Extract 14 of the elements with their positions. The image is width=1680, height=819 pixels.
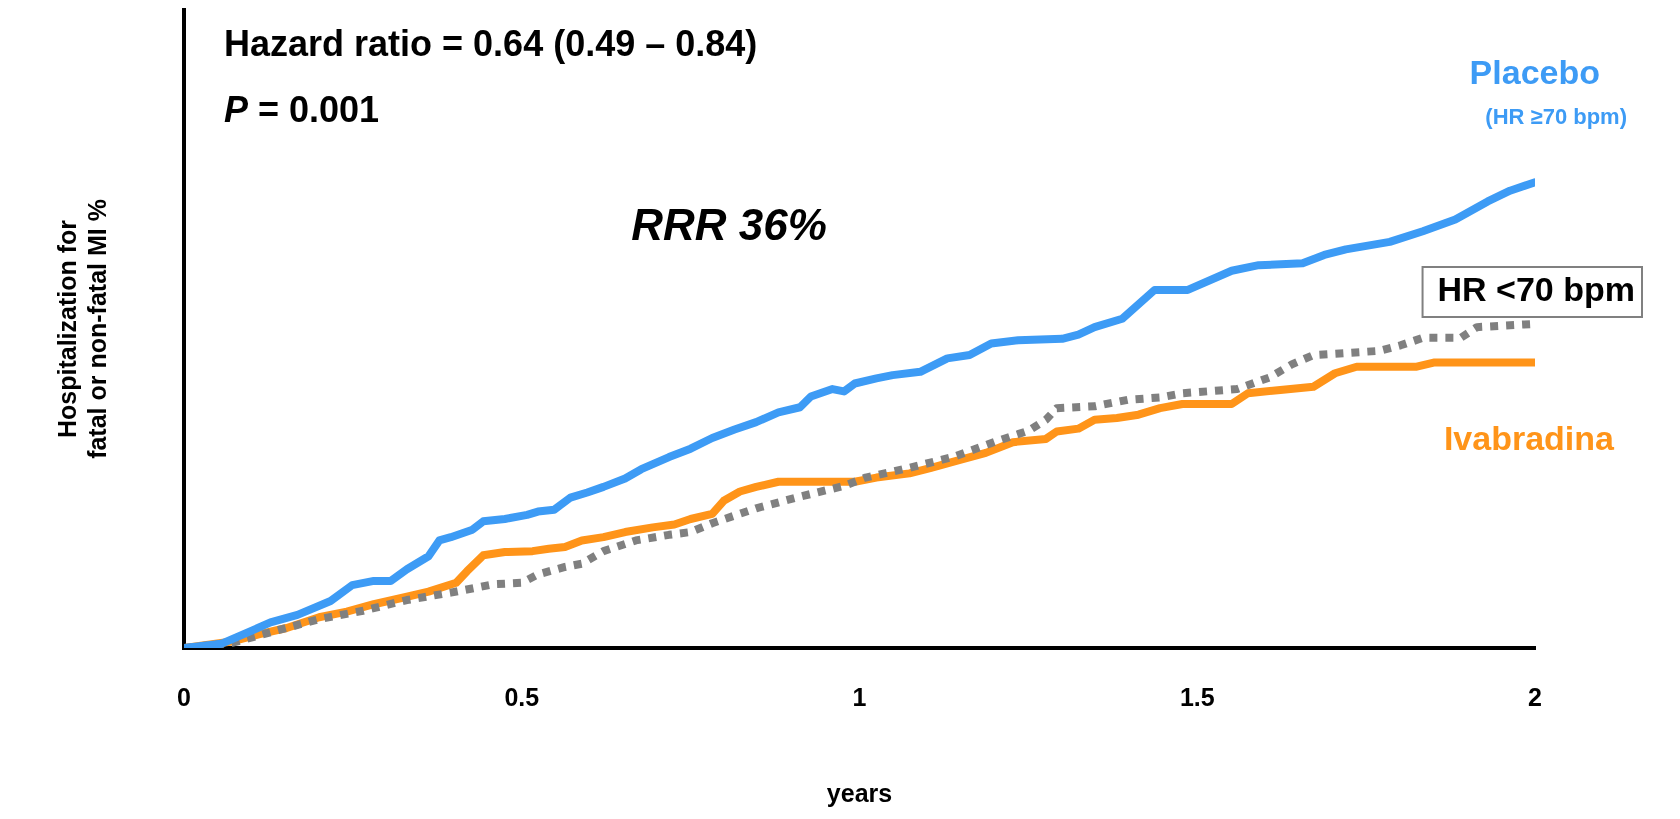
x-tick-label: 0.5 (504, 682, 540, 711)
x-tick-label: 1 (852, 682, 867, 711)
text: Placebo (1469, 53, 1600, 92)
x-tick-label: 1.5 (1179, 682, 1215, 711)
x-axis-title: years (826, 778, 893, 807)
x-tick-label: 0 (177, 682, 191, 711)
text: (HR ≥70 bpm) (1485, 104, 1627, 130)
series-label: HR <70 bpm (1437, 270, 1635, 309)
text: Hazard ratio = 0.64 (0.49 – 0.84) (224, 22, 758, 64)
text: P = 0.001 (224, 88, 380, 130)
x-tick-label: 2 (1528, 682, 1542, 711)
annotation: RRR 36% (631, 200, 827, 250)
series-label: Ivabradina (1443, 419, 1616, 458)
y-axis-title: Hospitalization for fatal or non-fatal MI % (52, 199, 111, 459)
